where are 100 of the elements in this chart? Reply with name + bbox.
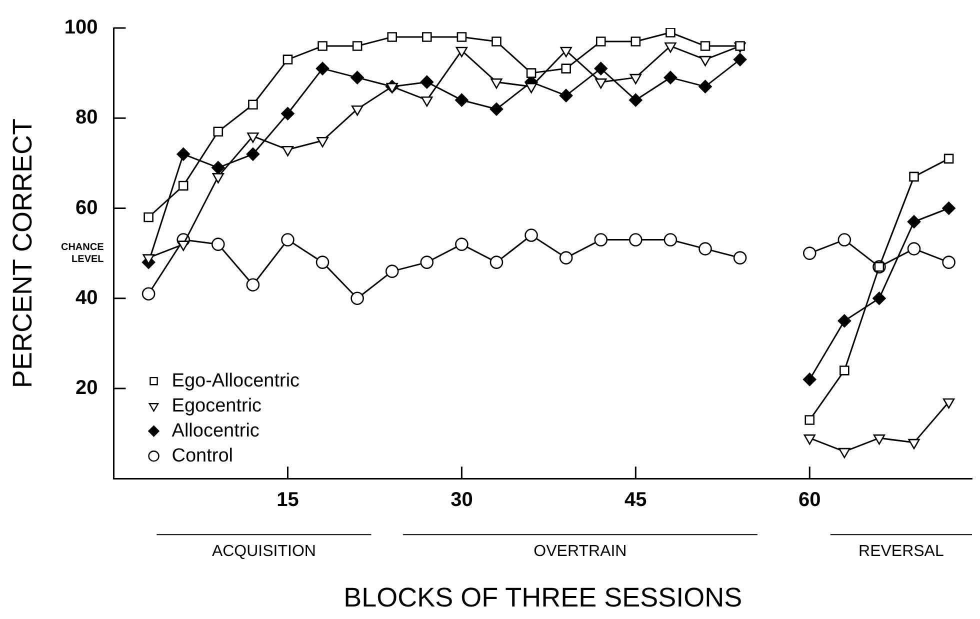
x-tick-label: 45 — [624, 489, 647, 512]
point — [316, 137, 328, 148]
point — [351, 105, 364, 116]
y-axis-title: PERCENT CORRECT — [8, 118, 38, 388]
point — [942, 256, 956, 269]
point — [422, 32, 432, 42]
point — [666, 28, 676, 38]
point — [838, 448, 850, 458]
point — [664, 233, 678, 246]
point — [490, 78, 502, 89]
point — [909, 172, 919, 182]
point — [596, 36, 606, 46]
point — [802, 372, 816, 386]
point — [350, 70, 364, 84]
point — [282, 54, 293, 64]
point — [385, 264, 399, 278]
point — [318, 41, 328, 51]
point — [560, 46, 572, 58]
point — [559, 88, 573, 102]
point — [142, 287, 156, 301]
point — [804, 415, 815, 425]
point — [352, 41, 362, 51]
point — [248, 100, 258, 110]
point — [178, 180, 188, 191]
point — [699, 56, 712, 66]
y-tick-label: 20 — [76, 376, 98, 399]
point — [212, 238, 225, 251]
point — [455, 238, 468, 251]
point — [561, 64, 571, 74]
point — [526, 68, 536, 78]
point — [698, 242, 712, 256]
point — [872, 292, 886, 306]
point — [942, 398, 955, 409]
point — [630, 36, 641, 46]
y-tick-label: 40 — [76, 286, 98, 309]
point — [176, 148, 190, 161]
x-tick-label: 60 — [798, 489, 821, 512]
x-tick-label: 30 — [450, 489, 473, 512]
y-tick-label: 80 — [76, 106, 98, 129]
point — [144, 212, 154, 222]
point — [524, 228, 538, 242]
point — [421, 96, 433, 107]
point — [630, 74, 642, 84]
point — [907, 215, 921, 228]
point — [698, 80, 712, 94]
point — [350, 292, 364, 306]
point — [492, 36, 502, 46]
point — [700, 41, 710, 51]
point — [212, 161, 225, 174]
text: OVERTRAIN — [534, 543, 627, 560]
point — [281, 233, 294, 246]
point — [525, 82, 538, 94]
point — [281, 106, 294, 120]
point — [840, 366, 850, 376]
point — [594, 233, 608, 246]
point — [212, 173, 224, 184]
text: REVERSAL — [858, 543, 944, 560]
point — [942, 202, 956, 215]
legend-label: Control — [172, 445, 234, 466]
point — [456, 32, 467, 42]
point — [629, 233, 642, 246]
point — [944, 154, 954, 164]
point — [907, 242, 921, 256]
point — [420, 75, 434, 89]
point — [456, 46, 468, 58]
point — [629, 93, 642, 107]
point — [178, 240, 190, 251]
point — [490, 102, 504, 116]
x-tick-label: 15 — [276, 489, 299, 512]
legend-label: Allocentric — [172, 420, 260, 442]
y-tick-label: 100 — [64, 16, 98, 39]
point — [316, 256, 330, 269]
legend-label: Ego-Allocentric — [172, 370, 300, 392]
y-tick-label: 60 — [76, 196, 98, 219]
point — [559, 251, 573, 264]
point — [804, 434, 816, 445]
legend-label: Egocentric — [172, 395, 262, 416]
point — [594, 62, 608, 76]
point — [247, 132, 259, 143]
point — [455, 93, 468, 107]
point — [490, 256, 504, 269]
point — [595, 78, 607, 89]
point — [873, 434, 886, 445]
point — [802, 246, 816, 260]
point — [838, 233, 852, 246]
point — [213, 126, 224, 137]
point — [387, 32, 398, 42]
point — [246, 148, 260, 161]
text: CHANCE LEVEL — [60, 242, 104, 266]
point — [733, 251, 747, 264]
text: ACQUISITION — [212, 543, 316, 560]
point — [386, 82, 398, 94]
point — [420, 256, 434, 269]
point — [316, 62, 330, 76]
point — [246, 278, 260, 292]
point — [664, 42, 676, 53]
point — [838, 314, 852, 328]
point — [733, 52, 747, 66]
point — [282, 146, 294, 156]
x-axis-title: BLOCKS OF THREE SESSIONS — [344, 582, 742, 612]
